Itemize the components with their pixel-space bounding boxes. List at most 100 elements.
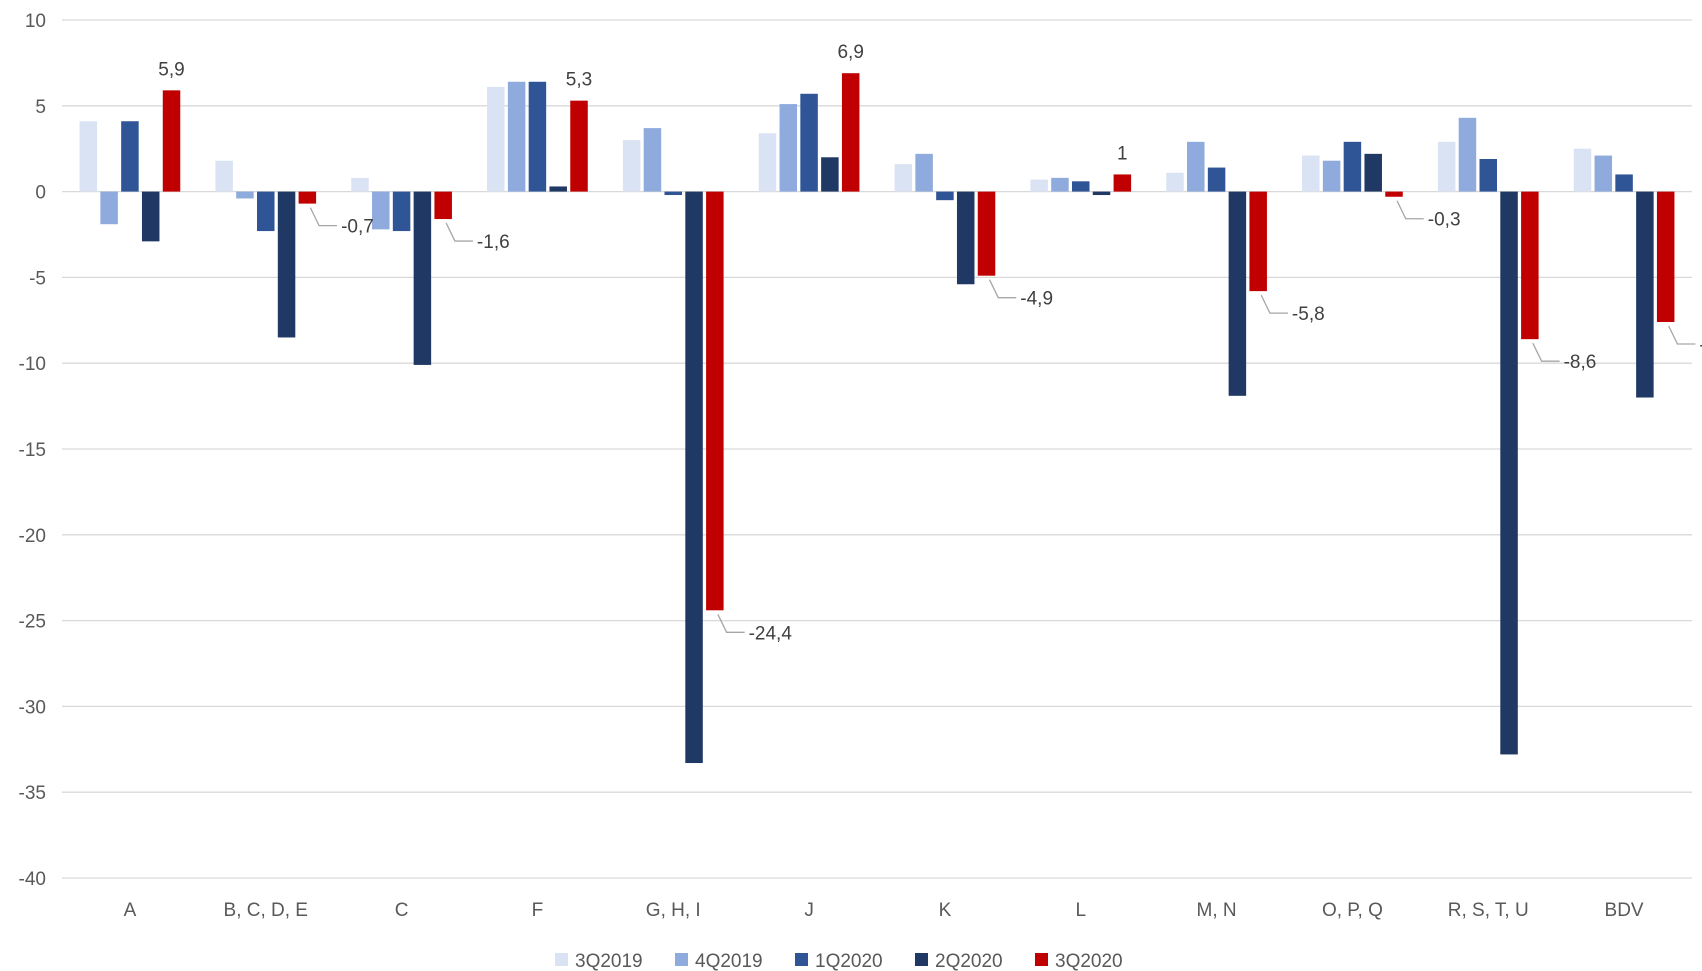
y-tick-label: -35 [19,783,46,804]
legend-swatch [555,953,568,966]
y-tick-label: 0 [35,183,46,204]
bar [1228,191,1247,396]
category-label: C [395,900,409,921]
bar [956,191,975,285]
bar [800,93,818,192]
bar [1187,141,1205,192]
bar [549,186,567,192]
legend-swatch [675,953,688,966]
bar [1302,155,1320,192]
category-label: G, H, I [646,900,701,921]
bar [392,191,411,232]
category-label: O, P, Q [1322,900,1383,921]
bar [298,191,317,204]
leader-line [1260,294,1288,314]
bar [758,133,777,192]
bars [79,73,1675,764]
bar [1249,191,1267,292]
bar [894,164,913,192]
bar [779,104,798,192]
bar [706,191,724,611]
data-label: 1 [1117,143,1128,164]
category-label: L [1075,900,1086,921]
data-label-leaders [309,200,1696,633]
y-tick-label: -10 [19,354,46,375]
data-label: -8,6 [1564,352,1597,373]
legend: 3Q2019 4Q2019 1Q2020 2Q2020 3Q2020 [555,951,1123,971]
bar [1385,191,1403,197]
data-label: -7,6 [1699,335,1702,356]
y-tick-label: -20 [19,526,46,547]
bar [141,191,160,242]
category-label: K [939,900,952,921]
data-label: 6,9 [837,42,863,63]
bar [1072,181,1090,192]
bar [1615,174,1633,192]
category-label: B, C, D, E [224,900,308,921]
data-label: -0,7 [341,217,374,238]
leader-line [1532,342,1560,362]
bar [1656,191,1675,323]
bar [915,153,933,192]
bar [121,121,139,192]
data-labels: 5,9 -0,7 -1,6 5,3 -24,4 6,9 -4,9 1 -5,8 -0,3 -8,6 -… [158,42,1702,644]
legend-label: 4Q2019 [695,951,763,971]
bar [1343,141,1362,192]
bar [215,160,233,192]
bar [277,191,296,338]
legend-swatch [1035,953,1048,966]
data-label: -24,4 [749,623,793,644]
category-label: BDV [1605,900,1644,921]
y-tick-label: -30 [19,697,46,718]
leader-line [445,222,473,242]
data-label: 5,9 [158,59,184,80]
y-tick-label: 10 [25,11,46,32]
gridlines [62,19,1692,879]
bar [643,128,662,192]
bar [1458,117,1477,192]
bar [236,191,254,199]
bar [1092,191,1111,196]
bar [1636,191,1654,398]
bar [936,191,954,201]
bar [100,191,118,225]
data-label: -1,6 [477,232,510,253]
bar [1594,155,1613,192]
bar [977,191,996,276]
data-label: -4,9 [1020,289,1053,310]
legend-label: 3Q2020 [1055,951,1123,971]
bar [1479,158,1497,192]
leader-line [309,207,338,227]
bar [79,121,98,192]
y-tick-label: -5 [29,268,46,289]
bar [570,100,588,192]
bar [1051,177,1069,192]
leader-line [988,279,1017,299]
bar [1030,179,1048,192]
legend-label: 1Q2020 [815,951,883,971]
category-label: F [532,900,544,921]
y-tick-label: 5 [35,97,46,118]
legend-label: 3Q2019 [575,951,643,971]
y-tick-label: -15 [19,440,46,461]
bar [622,140,641,192]
y-axis: 10 5 0 -5 -10 -15 -20 -25 -30 -35 -40 [19,11,46,890]
legend-swatch [795,953,808,966]
category-label: J [804,900,814,921]
legend-label: 2Q2020 [935,951,1003,971]
bar [685,191,703,764]
category-label: M, N [1197,900,1237,921]
bar [413,191,432,365]
bar [1364,153,1382,192]
bar [1322,160,1341,192]
leader-line [1396,200,1424,220]
bar [1207,167,1226,192]
bar [372,191,390,230]
bar [841,73,860,192]
category-label: A [124,900,137,921]
bar [257,191,275,232]
y-tick-label: -40 [19,869,46,890]
legend-swatch [915,953,928,966]
data-label: -0,3 [1428,210,1461,231]
bar [162,90,181,192]
